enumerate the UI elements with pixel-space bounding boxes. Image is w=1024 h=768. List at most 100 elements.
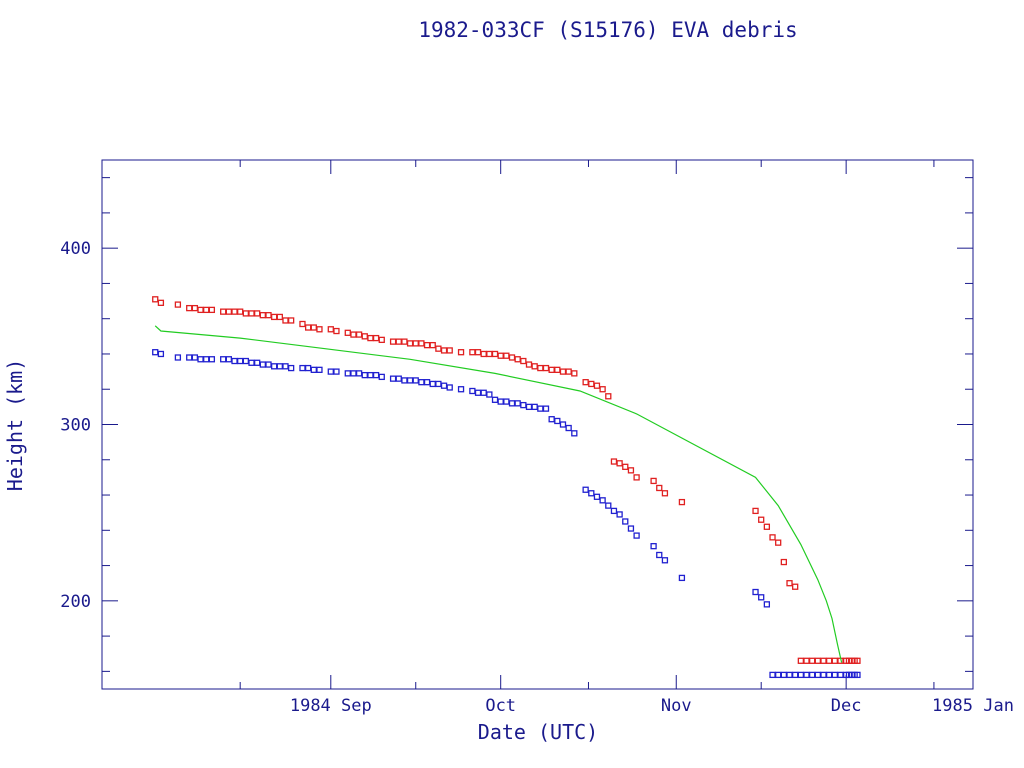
perigee-point (310, 366, 317, 373)
perigee-point (429, 380, 436, 388)
apogee-point (299, 320, 306, 328)
perigee-point (622, 518, 629, 525)
perigee-point (401, 377, 408, 384)
x-tick-labels: 1984 Sep Oct Nov Dec 1985 Jan (290, 696, 1014, 716)
perigee-point (208, 356, 216, 363)
apogee-point (265, 312, 272, 319)
apogee-point (831, 657, 838, 664)
apogee-point (514, 356, 521, 363)
apogee-point (208, 306, 216, 314)
chart-title: 1982-033CF (S15176) EVA debris (418, 18, 797, 42)
perigee-point (792, 671, 799, 679)
apogee-point (282, 317, 289, 324)
perigee-point (571, 430, 578, 437)
apogee-point (361, 333, 368, 340)
apogee-point (231, 308, 238, 315)
x-tick-label: Nov (661, 696, 692, 716)
apogee-point (350, 331, 357, 338)
apogee-point (656, 484, 663, 492)
perigee-point (361, 371, 368, 379)
perigee-point (237, 357, 244, 365)
perigee-point (605, 502, 612, 509)
apogee-point (593, 382, 601, 389)
apogee-point (271, 313, 278, 321)
perigee-point (395, 375, 402, 382)
apogee-point (333, 327, 340, 335)
apogee-point (429, 341, 436, 349)
apogee-point (304, 324, 312, 331)
apogee-point (310, 324, 317, 331)
perigee-point (559, 421, 567, 428)
apogee-point (610, 458, 618, 465)
apogee-point (588, 380, 595, 388)
perigee-point (344, 370, 351, 377)
apogee-point (627, 467, 635, 474)
apogee-point (440, 347, 448, 354)
x-axis-label: Date (UTC) (478, 720, 598, 744)
apogee-point (486, 350, 493, 358)
perigee-point (537, 405, 544, 412)
perigee-point (656, 551, 663, 559)
apogee-point (622, 463, 629, 470)
perigee-point (265, 361, 272, 368)
series-layer (152, 296, 861, 679)
apogee-point (661, 490, 669, 497)
perigee-point (355, 370, 363, 377)
perigee-point (333, 368, 340, 375)
perigee-point (786, 671, 793, 679)
perigee-point (327, 368, 334, 375)
perigee-point (276, 363, 283, 370)
perigee-point (186, 354, 193, 361)
apogee-point (203, 306, 210, 314)
perigee-point (389, 375, 397, 382)
perigee-point (593, 493, 601, 500)
perigee-point (412, 377, 419, 384)
perigee-point (316, 366, 323, 373)
perigee-point (775, 671, 782, 679)
perigee-point (220, 356, 227, 363)
perigee-point (803, 671, 810, 679)
perigee-point (271, 363, 278, 370)
apogee-point (797, 657, 804, 664)
perigee-point (474, 389, 482, 396)
perigee-point (514, 400, 521, 407)
perigee-point (797, 671, 804, 679)
perigee-point (814, 671, 821, 679)
apogee-point (435, 345, 442, 352)
x-tick-label: Dec (831, 696, 862, 716)
perigee-point (242, 357, 249, 365)
apogee-point (548, 366, 555, 373)
apogee-point (565, 368, 572, 375)
perigee-point (378, 373, 385, 381)
perigee-point (486, 391, 493, 398)
apogee-point (254, 310, 261, 317)
apogee-point (474, 349, 482, 356)
apogee-point (401, 338, 408, 345)
apogee-point (237, 308, 244, 315)
apogee-point (276, 313, 283, 321)
perigee-point (259, 361, 266, 368)
perigee-point (627, 525, 635, 532)
major-ticks (102, 160, 974, 689)
perigee-point (491, 396, 499, 403)
y-axis-label: Height (km) (3, 359, 27, 491)
apogee-point (820, 657, 827, 664)
apogee-point (225, 308, 233, 315)
perigee-point (820, 671, 827, 679)
perigee-point (588, 490, 595, 497)
apogee-point (678, 498, 686, 506)
apogee-points (152, 296, 861, 664)
perigee-point (423, 379, 431, 386)
x-tick-label: 1985 Jan (932, 696, 1014, 716)
apogee-point (259, 312, 266, 319)
apogee-point (242, 310, 249, 317)
apogee-point (344, 329, 351, 336)
y-tick-label: 200 (60, 592, 91, 612)
apogee-point (395, 338, 402, 345)
apogee-point (508, 354, 516, 361)
apogee-point (559, 368, 567, 375)
apogee-point (372, 334, 380, 342)
apogee-point (480, 350, 487, 358)
perigee-point (288, 364, 295, 372)
